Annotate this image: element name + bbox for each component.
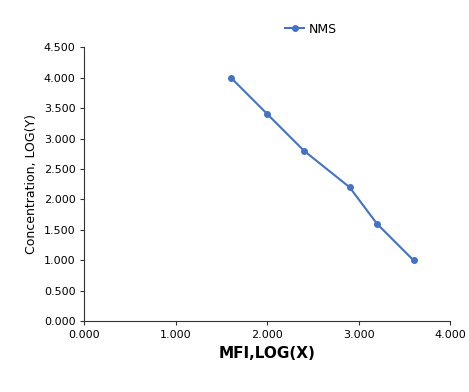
NMS	[301, 148, 307, 153]
Y-axis label: Concentration, LOG(Y): Concentration, LOG(Y)	[25, 114, 38, 254]
X-axis label: MFI,LOG(X): MFI,LOG(X)	[219, 346, 316, 361]
NMS	[411, 258, 416, 263]
NMS	[347, 185, 353, 190]
Legend: NMS: NMS	[280, 18, 342, 41]
NMS	[265, 112, 270, 116]
Line: NMS: NMS	[228, 75, 416, 263]
NMS	[228, 75, 234, 80]
NMS	[374, 221, 380, 226]
